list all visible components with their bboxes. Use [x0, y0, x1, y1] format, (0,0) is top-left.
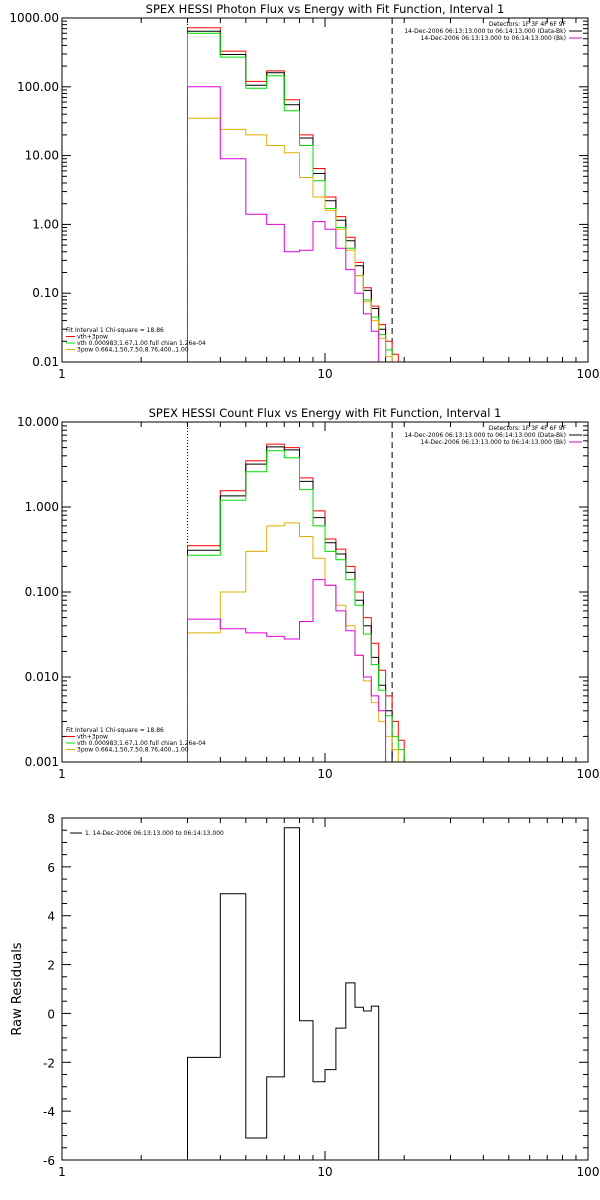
series-line-3	[187, 522, 399, 762]
y-tick-label: 1000.00	[9, 11, 59, 25]
x-tick-label: 1	[58, 1165, 66, 1179]
legend-right-entry: Detectors: 1F 3F 4F 6F 9F	[489, 21, 567, 28]
series-line-1	[187, 30, 387, 362]
y-tick-label: 8	[47, 812, 55, 826]
legend-left-entry: vth+3pow	[77, 734, 108, 741]
x-tick-label: 100	[577, 1165, 600, 1179]
series-line-0	[187, 443, 405, 762]
series-line-0	[187, 27, 399, 362]
legend-left-entry: vth 0.000983,1.67,1.00 full chian 1.26e-…	[77, 340, 206, 347]
y-tick-label: 1.000	[25, 500, 59, 514]
x-tick-label: 100	[577, 367, 600, 381]
y-tick-label: 0.01	[32, 355, 59, 369]
x-tick-label: 10	[317, 767, 332, 781]
y-tick-label: 10.000	[17, 415, 59, 429]
series-line-3	[187, 117, 393, 362]
legend-right-entry: Detectors: 1F 3F 4F 6F 9F	[489, 425, 567, 432]
legend-left-entry: 3pow 0.664,1.50,7.50,8.76,400.,1.00	[77, 747, 189, 754]
legend-left-entry: Fit Interval 1 Chi-square = 18.86	[66, 327, 164, 334]
series-line-0	[187, 827, 380, 1160]
series-line-2	[187, 450, 405, 762]
chart-photon: SPEX HESSI Photon Flux vs Energy with Fi…	[9, 2, 599, 381]
y-tick-label: -2	[43, 1056, 55, 1070]
legend-left-entry: 1. 14-Dec-2006 06:13:13.000 to 06:14:13.…	[85, 830, 224, 837]
x-tick-label: 10	[317, 367, 332, 381]
series-line-4	[187, 579, 387, 762]
plot-frame	[61, 421, 589, 763]
chart-title: SPEX HESSI Count Flux vs Energy with Fit…	[149, 406, 502, 420]
x-tick-label: 1	[58, 367, 66, 381]
x-tick-label: 10	[317, 1165, 332, 1179]
series-group	[187, 27, 399, 362]
y-tick-label: -6	[43, 1154, 55, 1168]
y-tick-label: 6	[47, 861, 55, 875]
legend-left-entry: vth 0.000983,1.67,1.00 full chian 1.26e-…	[77, 740, 206, 747]
y-tick-label: 0.010	[25, 670, 59, 684]
chart-title: SPEX HESSI Photon Flux vs Energy with Fi…	[146, 2, 505, 16]
y-axis-label: Raw Residuals	[10, 942, 25, 1035]
y-tick-label: 0	[47, 1007, 55, 1021]
y-tick-label: 0.100	[25, 585, 59, 599]
plot-frame	[61, 17, 589, 363]
legend-right-entry: 14-Dec-2006 06:13:13.000 to 06:14:13.000…	[404, 432, 566, 439]
series-line-1	[187, 446, 393, 762]
y-tick-label: 0.001	[25, 755, 59, 769]
y-tick-label: 2	[47, 959, 55, 973]
legend-left-entry: Fit Interval 1 Chi-square = 18.86	[66, 727, 164, 734]
x-tick-label: 1	[58, 767, 66, 781]
chart-residuals: 1 10 100 8 6 4 2 0 -2 -4 -6 Raw Residuals 1. 14-Dec-…	[10, 812, 599, 1179]
legend-right-entry: 14-Dec-2006 06:13:13.000 to 06:14:13.000…	[421, 439, 566, 446]
plot-frame	[61, 817, 589, 1161]
legend-right-entry: 14-Dec-2006 06:13:13.000 to 06:14:13.000…	[404, 28, 566, 35]
y-tick-label: 10.00	[25, 149, 59, 163]
series-line-4	[187, 86, 380, 362]
y-tick-label: 100.00	[17, 80, 59, 94]
y-tick-label: 0.10	[32, 286, 59, 300]
legend-left-entry: 3pow 0.664,1.50,7.50,8.76,400.,1.00	[77, 347, 189, 354]
series-group	[187, 827, 380, 1160]
legend-right-entry: 14-Dec-2006 06:13:13.000 to 06:14:13.000…	[421, 35, 566, 42]
y-tick-label: 1.00	[32, 217, 59, 231]
y-tick-label: -4	[43, 1105, 55, 1119]
y-tick-label: 4	[47, 910, 55, 924]
series-line-2	[187, 32, 399, 362]
legend-left-entry: vth+3pow	[77, 334, 108, 341]
chart-count: SPEX HESSI Count Flux vs Energy with Fit…	[17, 406, 599, 781]
x-tick-label: 100	[577, 767, 600, 781]
series-group	[187, 443, 405, 762]
